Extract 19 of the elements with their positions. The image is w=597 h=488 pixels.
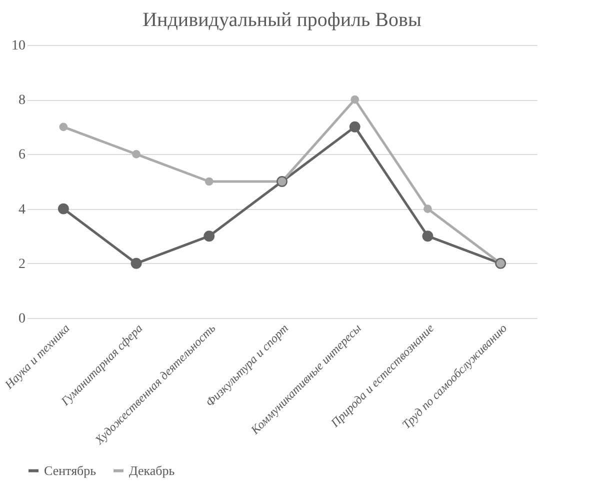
point [132, 150, 140, 158]
point [59, 122, 68, 132]
legend-label: Декабрь [129, 462, 175, 478]
y-tick-label: 0 [18, 312, 26, 326]
y-tick-label: 10 [12, 38, 26, 54]
point [130, 258, 142, 269]
point [349, 121, 360, 132]
point [424, 204, 432, 213]
y-tick-label: 6 [18, 148, 26, 163]
point [350, 95, 360, 104]
point [58, 203, 69, 214]
chart-title: Индивидуальный профиль Вовы [142, 9, 422, 31]
y-tick-label: 2 [18, 256, 26, 272]
y-tick-label: 4 [18, 202, 26, 218]
y-tick-label: 8 [18, 93, 26, 108]
point [422, 230, 434, 242]
point [204, 177, 214, 186]
point [204, 230, 215, 242]
legend-label: Сентябрь [44, 462, 96, 478]
